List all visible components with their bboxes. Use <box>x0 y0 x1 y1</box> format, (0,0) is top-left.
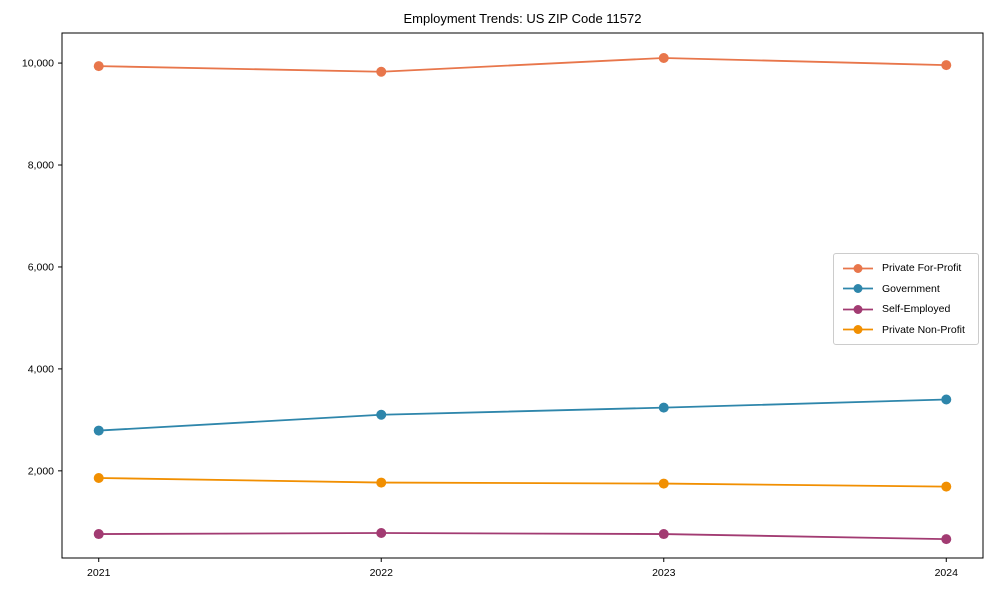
series-line-private-non-profit <box>98 477 947 488</box>
y-tick-label: 4,000 <box>28 363 54 375</box>
legend: Private For-Profit Government Self-Employe… <box>833 253 979 345</box>
legend-label-government: Government <box>882 282 940 295</box>
series-marker-private-for-profit <box>376 66 387 77</box>
series-marker-private-non-profit <box>941 481 952 492</box>
legend-item-private-non-profit: Private Non-Profit <box>842 324 970 336</box>
chart-title: Employment Trends: US ZIP Code 11572 <box>403 11 642 26</box>
y-tick-label: 2,000 <box>28 465 54 477</box>
series-line-government <box>98 398 947 432</box>
legend-label-private-for-profit: Private For-Profit <box>882 262 962 275</box>
series-marker-government <box>941 394 952 405</box>
legend-line-marker-icon <box>843 304 873 314</box>
series-marker-self-employed <box>93 529 104 540</box>
series-marker-government <box>93 425 104 436</box>
series-line-self-employed <box>98 532 947 541</box>
series-marker-government <box>658 402 669 413</box>
legend-item-self-employed: Self-Employed <box>842 303 970 315</box>
series-marker-self-employed <box>941 534 952 545</box>
legend-line-marker-icon <box>843 284 873 294</box>
x-tick-label: 2023 <box>652 567 676 579</box>
series-marker-private-non-profit <box>658 478 669 489</box>
series-marker-private-for-profit <box>941 60 952 71</box>
legend-line-marker-icon <box>843 325 873 335</box>
legend-item-government: Government <box>842 283 970 295</box>
x-tick-label: 2022 <box>370 567 394 579</box>
y-tick-label: 6,000 <box>28 261 54 273</box>
series-marker-private-for-profit <box>658 52 669 63</box>
legend-label-self-employed: Self-Employed <box>882 303 951 316</box>
legend-label-private-non-profit: Private Non-Profit <box>882 323 965 336</box>
series-marker-self-employed <box>658 529 669 540</box>
series-marker-private-for-profit <box>93 61 104 72</box>
legend-item-private-for-profit: Private For-Profit <box>842 262 970 274</box>
plot-frame <box>61 32 984 559</box>
series-marker-private-non-profit <box>93 472 104 483</box>
series-marker-government <box>376 409 387 420</box>
x-tick-label: 2024 <box>935 567 959 579</box>
y-tick-label: 10,000 <box>22 58 54 70</box>
series-marker-private-non-profit <box>376 477 387 488</box>
x-tick-label: 2021 <box>87 567 111 579</box>
series-line-private-for-profit <box>98 57 947 73</box>
legend-line-marker-icon <box>843 263 873 273</box>
y-tick-label: 8,000 <box>28 160 54 172</box>
series-marker-self-employed <box>376 528 387 539</box>
